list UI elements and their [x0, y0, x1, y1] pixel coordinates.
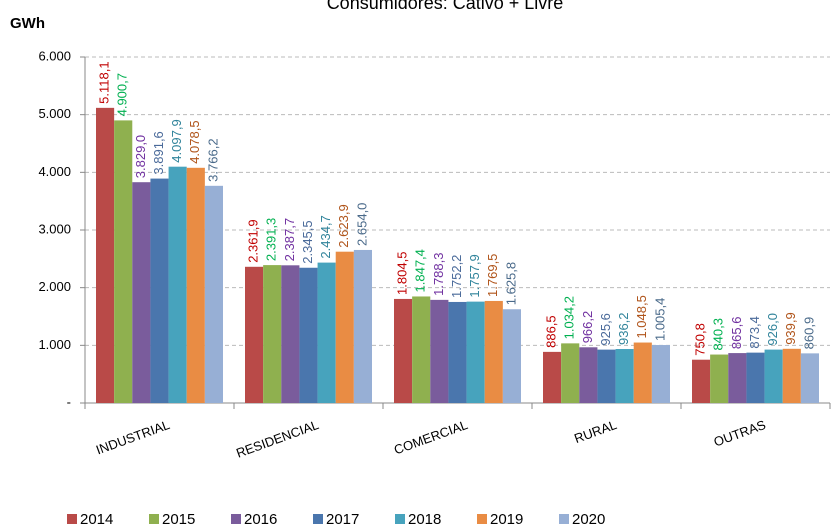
- data-label: 4.900,7: [115, 73, 130, 116]
- data-label: 1.005,4: [652, 298, 667, 341]
- bar: [502, 309, 521, 403]
- legend-label: 2015: [162, 511, 195, 527]
- legend-label: 2020: [572, 511, 605, 527]
- data-label: 4.078,5: [187, 120, 202, 163]
- data-label: 1.769,5: [485, 254, 500, 297]
- data-label: 860,9: [801, 317, 816, 350]
- legend-swatch: [67, 514, 77, 524]
- data-label: 750,8: [693, 323, 708, 356]
- x-tick-label: COMERCIAL: [392, 417, 470, 458]
- data-label: 1.847,4: [413, 249, 428, 292]
- data-label: 840,3: [711, 318, 726, 351]
- bar: [692, 359, 711, 403]
- data-label: 2.654,0: [354, 203, 369, 246]
- data-label: 1.788,3: [431, 252, 446, 295]
- bar: [579, 347, 598, 403]
- bar: [430, 299, 449, 403]
- bar: [728, 353, 747, 403]
- data-label: 2.345,5: [300, 220, 315, 263]
- bar: [746, 352, 765, 403]
- bar: [651, 345, 670, 403]
- chart-title: Consumidores: Cativo + Livre: [327, 0, 564, 13]
- bar: [263, 265, 282, 403]
- y-tick-label: 2.000: [38, 279, 71, 294]
- bar: [782, 348, 801, 403]
- bar: [633, 342, 652, 403]
- bar: [412, 296, 431, 403]
- data-label: 1.034,2: [562, 296, 577, 339]
- y-axis-label: GWh: [10, 15, 45, 32]
- legend-label: 2014: [80, 511, 113, 527]
- data-label: 1.757,9: [467, 254, 482, 297]
- legend-swatch: [149, 514, 159, 524]
- bar: [353, 249, 372, 403]
- data-label: 966,2: [580, 311, 595, 344]
- legend-swatch: [313, 514, 323, 524]
- legend-swatch: [559, 514, 569, 524]
- y-tick-label: 4.000: [38, 164, 71, 179]
- bar: [281, 265, 300, 403]
- bar: [764, 349, 783, 403]
- data-label: 865,6: [729, 317, 744, 350]
- data-label: 2.361,9: [246, 219, 261, 262]
- data-label: 936,2: [616, 312, 631, 345]
- y-tick-label: 3.000: [38, 221, 71, 236]
- data-label: 1.804,5: [395, 252, 410, 295]
- bar: [710, 354, 729, 403]
- bar: [448, 301, 467, 403]
- bar: [245, 266, 264, 403]
- x-tick-label: RURAL: [572, 417, 619, 446]
- y-tick-label: 6.000: [38, 48, 71, 63]
- data-label: 2.623,9: [336, 204, 351, 247]
- bar: [204, 185, 223, 403]
- bar: [394, 298, 413, 403]
- data-label: 2.387,7: [282, 218, 297, 261]
- bar: [543, 351, 562, 403]
- legend-label: 2016: [244, 511, 277, 527]
- bar: [132, 182, 151, 403]
- data-label: 939,9: [783, 312, 798, 345]
- data-label: 1.048,5: [634, 295, 649, 338]
- bar: [597, 349, 616, 403]
- legend-label: 2018: [408, 511, 441, 527]
- y-tick-label: 5.000: [38, 106, 71, 121]
- bar: [150, 178, 169, 403]
- data-label: 4.097,9: [169, 119, 184, 162]
- x-tick-label: OUTRAS: [712, 417, 768, 450]
- bar: [335, 251, 354, 403]
- legend-label: 2019: [490, 511, 523, 527]
- x-tick-label: INDUSTRIAL: [94, 417, 172, 458]
- data-label: 3.766,2: [205, 138, 220, 181]
- data-label: 2.434,7: [318, 215, 333, 258]
- bar: [615, 349, 634, 403]
- bar: [484, 300, 503, 403]
- data-label: 1.752,2: [449, 255, 464, 298]
- data-label: 3.829,0: [133, 135, 148, 178]
- bar: [186, 167, 205, 403]
- data-label: 3.891,6: [151, 131, 166, 174]
- x-tick-label: RESIDENCIAL: [234, 417, 321, 461]
- bar: [168, 166, 187, 403]
- bar: [466, 301, 485, 403]
- data-label: 926,0: [765, 313, 780, 346]
- data-label: 873,4: [747, 316, 762, 349]
- data-label: 2.391,3: [264, 218, 279, 261]
- data-label: 5.118,1: [97, 61, 112, 103]
- data-label: 1.625,8: [503, 262, 518, 305]
- legend-label: 2017: [326, 511, 359, 527]
- legend-swatch: [231, 514, 241, 524]
- legend-swatch: [477, 514, 487, 524]
- data-label: 886,5: [544, 315, 559, 348]
- bar: [317, 262, 336, 403]
- y-tick-label: 1.000: [38, 337, 71, 352]
- data-label: 925,6: [598, 313, 613, 346]
- bar: [800, 353, 819, 403]
- y-tick-label: -: [67, 394, 71, 409]
- legend-swatch: [395, 514, 405, 524]
- bar: [96, 107, 115, 403]
- bar: [299, 267, 318, 403]
- bar: [114, 120, 133, 403]
- bar: [561, 343, 580, 403]
